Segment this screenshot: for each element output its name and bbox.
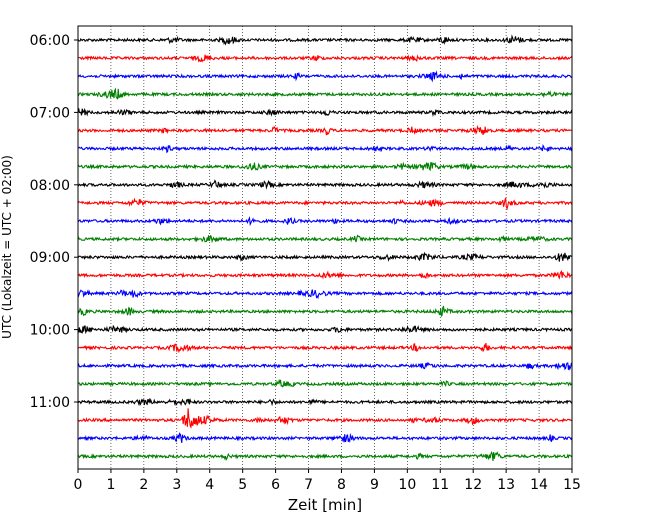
trace-1100 [77,397,573,407]
y-tick-label: 10:00 [30,323,70,339]
x-axis-ticks: 0 1 2 3 4 5 6 7 8 9 10 11 12 13 14 15 [74,469,581,493]
x-tick-label: 3 [172,477,181,493]
trace-0915 [77,269,573,280]
x-tick-label: 11 [431,477,449,493]
y-tick-label: 08:00 [30,178,70,194]
trace-0600 [77,34,573,46]
trace-1030 [77,361,573,371]
y-axis-label: UTC (Lokalzeit = UTC + 02:00) [0,155,14,339]
x-tick-label: 7 [304,477,313,493]
x-tick-label: 1 [106,477,115,493]
x-tick-label: 2 [139,477,148,493]
x-tick-label: 9 [370,477,379,493]
traces [77,34,573,462]
trace-1130 [77,432,573,444]
x-tick-label: 10 [398,477,416,493]
trace-0845 [77,234,573,244]
grid-lines [110,26,540,469]
trace-0830 [77,215,573,227]
trace-0700 [77,107,573,117]
trace-0800 [77,179,573,190]
trace-0815 [77,197,573,211]
trace-0900 [77,251,573,262]
y-axis-ticks: 06:00 07:00 08:00 09:00 10:00 11:00 [30,33,78,411]
trace-0930 [77,289,573,300]
trace-1115 [77,408,573,429]
trace-1145 [77,451,573,462]
x-axis-label: Zeit [min] [288,496,362,514]
trace-1045 [77,378,573,388]
x-tick-label: 6 [271,477,280,493]
x-tick-label: 15 [563,477,581,493]
x-tick-label: 5 [238,477,247,493]
y-tick-label: 11:00 [30,395,70,411]
x-tick-label: 4 [205,477,214,493]
x-tick-label: 12 [464,477,482,493]
trace-1015 [77,342,573,354]
trace-0715 [77,124,573,136]
x-tick-label: 14 [530,477,548,493]
y-tick-label: 09:00 [30,250,70,266]
y-tick-label: 07:00 [30,105,70,121]
trace-0615 [77,54,573,63]
x-tick-label: 8 [337,477,346,493]
plot-frame [77,25,573,470]
trace-0745 [77,161,573,172]
trace-0645 [77,87,573,100]
trace-0730 [77,144,573,154]
y-tick-label: 06:00 [30,33,70,49]
trace-0630 [77,70,573,83]
trace-0945 [77,305,573,317]
x-tick-label: 0 [74,477,83,493]
trace-1000 [77,324,573,335]
x-tick-label: 13 [497,477,515,493]
plot-area [78,26,572,469]
